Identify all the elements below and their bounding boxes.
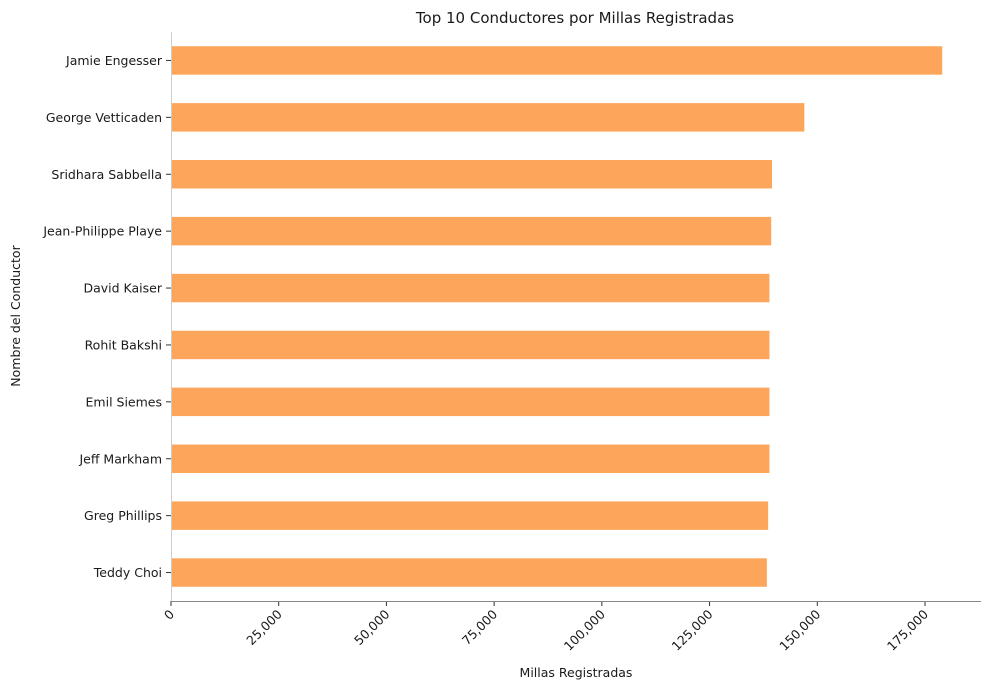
- bar-emil-siemes: [171, 387, 770, 417]
- x-tick-labels: 0 25,000 50,000 75,000 100,000 125,000 150,000…: [161, 601, 931, 654]
- bar-rohit-bakshi: [171, 330, 770, 360]
- bars-group: [171, 46, 943, 587]
- y-tick-label: Teddy Choi: [93, 565, 162, 580]
- bar-teddy-choi: [171, 558, 767, 587]
- bar-jamie-engesser: [171, 46, 943, 75]
- x-tick-label: 150,000: [776, 606, 823, 653]
- x-tick-label: 125,000: [669, 606, 716, 653]
- y-tick-label: Jamie Engesser: [65, 53, 163, 68]
- y-tick-label: George Vetticaden: [46, 110, 162, 125]
- y-tick-label: Sridhara Sabbella: [51, 167, 162, 182]
- x-axis-label: Millas Registradas: [520, 665, 633, 680]
- y-axis-label: Nombre del Conductor: [8, 244, 23, 386]
- y-tick-label: Greg Phillips: [84, 508, 162, 523]
- y-tick-label: Jean-Philippe Playe: [42, 224, 162, 239]
- bar-jeff-markham: [171, 444, 770, 473]
- y-tick-label: Jeff Markham: [78, 451, 162, 466]
- chart-title: Top 10 Conductores por Millas Registrada…: [415, 9, 734, 27]
- x-tick-label: 100,000: [561, 606, 608, 653]
- bar-jean-philippe-playe: [171, 216, 772, 246]
- x-tick-label: 0: [161, 606, 177, 622]
- y-tick-label: Emil Siemes: [86, 394, 162, 409]
- x-tick-label: 25,000: [243, 606, 285, 648]
- y-tick-label: Rohit Bakshi: [85, 337, 162, 352]
- x-tick-label: 75,000: [459, 606, 501, 648]
- bar-george-vetticaden: [171, 103, 805, 132]
- bar-greg-phillips: [171, 501, 769, 530]
- y-tick-label: David Kaiser: [83, 281, 162, 296]
- x-tick-label: 50,000: [351, 606, 393, 648]
- bar-david-kaiser: [171, 273, 770, 303]
- x-tick-label: 175,000: [884, 606, 931, 653]
- y-tick-labels: Jamie Engesser George Vetticaden Sridhara …: [42, 53, 171, 580]
- bar-sridhara-sabbella: [171, 160, 773, 189]
